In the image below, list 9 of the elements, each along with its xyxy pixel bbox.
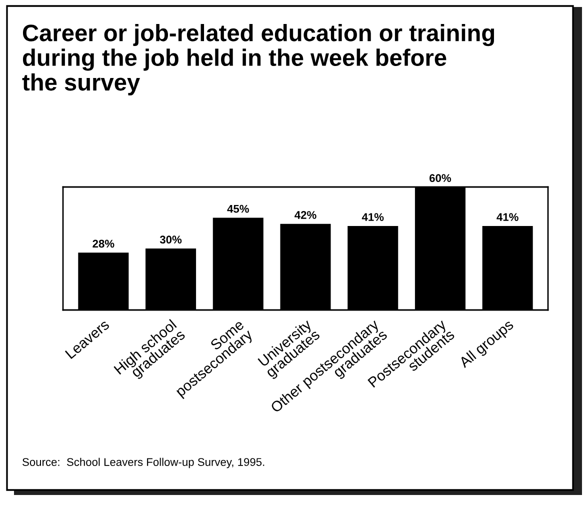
chart-title: Career or job-related education or training during the job held in the week before the survey — [22, 24, 494, 96]
data-label: 45% — [227, 204, 249, 213]
data-label: 28% — [92, 240, 114, 248]
data-label: 60% — [430, 174, 452, 182]
data-label: 30% — [160, 236, 182, 244]
data-label: 41% — [362, 213, 384, 221]
source-note: Source: School Leavers Follow-up Survey, 1995. — [22, 458, 264, 468]
data-label: 41% — [496, 213, 518, 221]
data-label: 42% — [294, 211, 316, 219]
